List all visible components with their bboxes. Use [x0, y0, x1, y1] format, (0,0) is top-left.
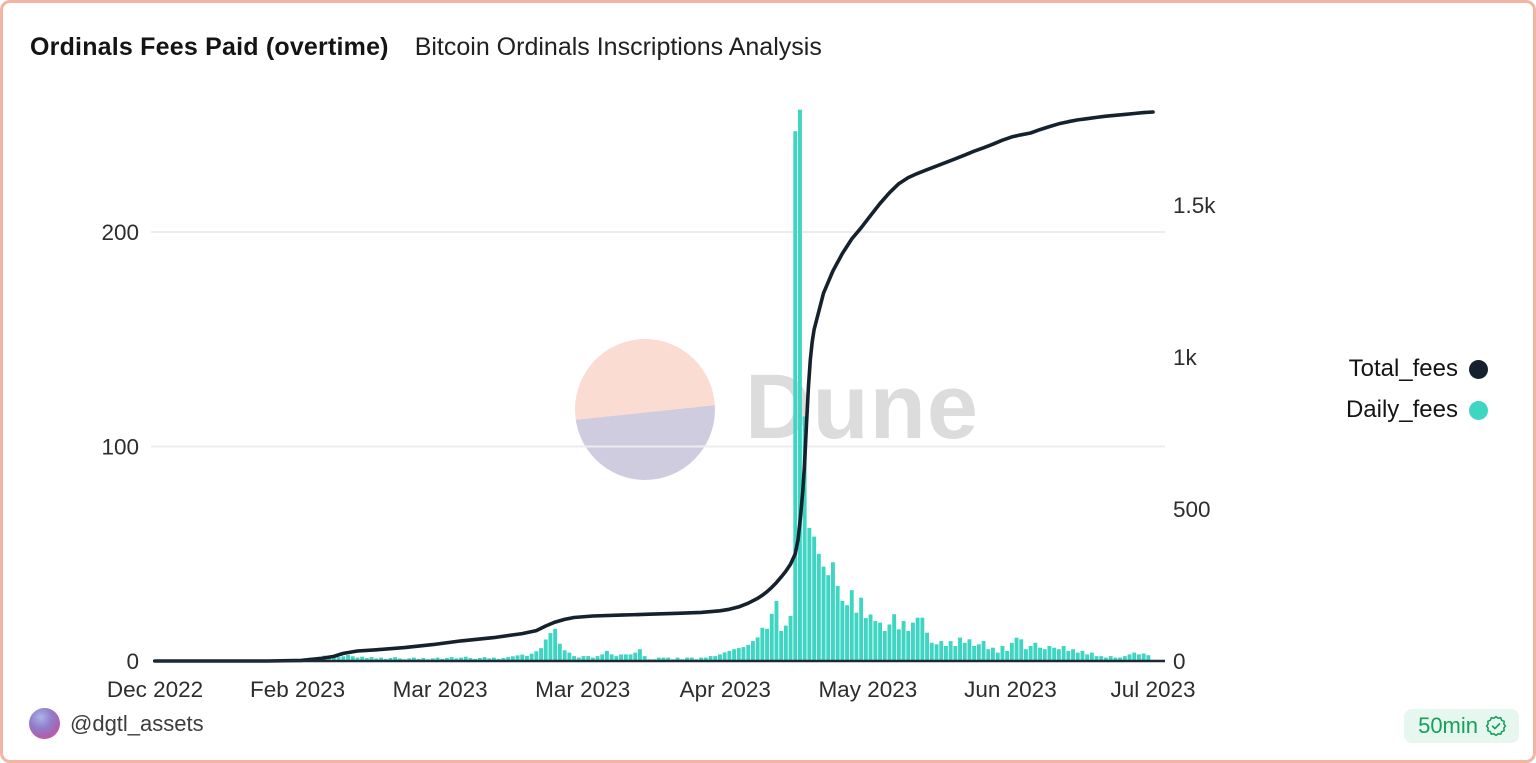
legend-label-total-fees: Total_fees [1348, 355, 1458, 382]
daily-fees-swatch-icon [1469, 400, 1488, 420]
x-tick-label: Apr 2023 [680, 677, 771, 702]
x-tick-label: Jul 2023 [1110, 677, 1195, 702]
author-avatar[interactable] [29, 708, 60, 739]
legend-item-daily-fees[interactable]: Daily_fees [1346, 396, 1488, 424]
axis-tick-labels: 0 100 200 0 500 1k 1.5k Dec 2022 Feb 2023 Mar 202… [101, 193, 1216, 702]
freshness-badge-label: 50min [1418, 713, 1478, 738]
author-attribution[interactable]: @dgtl_assets [29, 708, 204, 739]
verified-check-icon [1485, 715, 1507, 737]
x-tick-label: Jun 2023 [964, 677, 1057, 702]
x-tick-label: Mar 2023 [393, 677, 488, 702]
x-tick-label: Mar 2023 [535, 677, 630, 702]
chart-subtitle: Bitcoin Ordinals Inscriptions Analysis [414, 33, 822, 61]
y-right-tick-label: 1k [1173, 345, 1198, 370]
chart-header: Ordinals Fees Paid (overtime) Bitcoin Or… [30, 33, 822, 62]
legend-item-total-fees[interactable]: Total_fees [1349, 355, 1488, 383]
legend-label-daily-fees: Daily_fees [1345, 396, 1458, 423]
total-fees-line [153, 110, 1155, 663]
x-tick-label: May 2023 [818, 677, 917, 702]
chart-legend: Total_fees Daily_fees [1346, 355, 1488, 424]
x-tick-label: Feb 2023 [250, 677, 345, 702]
daily-fees-bars [294, 109, 1151, 662]
gridlines [151, 231, 1165, 448]
y-left-tick-label: 100 [101, 435, 139, 460]
author-handle[interactable]: @dgtl_assets [70, 710, 204, 736]
y-right-tick-label: 1.5k [1173, 193, 1216, 218]
x-tick-label: Dec 2022 [107, 677, 203, 702]
chart-title: Ordinals Fees Paid (overtime) [30, 33, 389, 61]
y-right-tick-label: 500 [1173, 497, 1211, 522]
fees-combo-chart: 0 100 200 0 500 1k 1.5k Dec 2022 Feb 2023 Mar 202… [101, 109, 1216, 702]
total-fees-swatch-icon [1469, 359, 1488, 379]
y-right-tick-label: 0 [1173, 649, 1186, 674]
y-left-tick-label: 200 [101, 220, 139, 245]
freshness-badge[interactable]: 50min [1404, 709, 1519, 743]
y-left-tick-label: 0 [126, 649, 139, 674]
